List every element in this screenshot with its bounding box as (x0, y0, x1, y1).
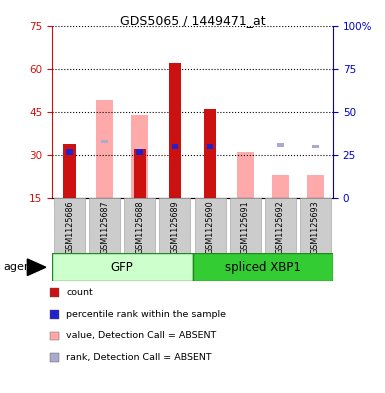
Bar (101, 140, 108, 143)
FancyBboxPatch shape (230, 198, 261, 253)
Text: GSM1125691: GSM1125691 (241, 200, 250, 254)
Text: count: count (66, 288, 93, 297)
Bar (134, 149, 146, 198)
Text: GSM1125690: GSM1125690 (206, 200, 214, 254)
FancyBboxPatch shape (124, 198, 155, 253)
Text: GSM1125689: GSM1125689 (171, 200, 179, 254)
FancyBboxPatch shape (300, 198, 331, 253)
Text: GDS5065 / 1449471_at: GDS5065 / 1449471_at (120, 14, 265, 27)
Text: GSM1125692: GSM1125692 (276, 200, 285, 254)
FancyBboxPatch shape (265, 198, 296, 253)
FancyBboxPatch shape (54, 198, 85, 253)
Bar (64, 144, 76, 198)
Bar (172, 144, 178, 149)
Text: value, Detection Call = ABSENT: value, Detection Call = ABSENT (66, 331, 216, 340)
FancyBboxPatch shape (192, 253, 333, 281)
Text: GSM1125686: GSM1125686 (65, 200, 74, 253)
Text: agent: agent (4, 262, 36, 272)
Text: percentile rank within the sample: percentile rank within the sample (66, 310, 226, 318)
FancyBboxPatch shape (89, 198, 120, 253)
Bar (66, 149, 73, 155)
Bar (96, 101, 113, 198)
Text: GSM1125687: GSM1125687 (100, 200, 109, 254)
Bar (169, 63, 181, 198)
Bar (277, 143, 284, 147)
Text: GSM1125693: GSM1125693 (311, 200, 320, 254)
FancyBboxPatch shape (52, 253, 192, 281)
Bar (136, 149, 143, 155)
Text: GSM1125688: GSM1125688 (135, 200, 144, 253)
Bar (272, 175, 289, 198)
FancyBboxPatch shape (194, 198, 226, 253)
Bar (307, 175, 324, 198)
Bar (312, 145, 319, 148)
Bar (237, 152, 254, 198)
Text: spliced XBP1: spliced XBP1 (225, 261, 301, 274)
FancyBboxPatch shape (159, 198, 191, 253)
Bar (131, 115, 148, 198)
Bar (204, 109, 216, 198)
Polygon shape (27, 259, 46, 275)
Bar (207, 144, 213, 149)
Text: GFP: GFP (111, 261, 134, 274)
Text: rank, Detection Call = ABSENT: rank, Detection Call = ABSENT (66, 353, 212, 362)
